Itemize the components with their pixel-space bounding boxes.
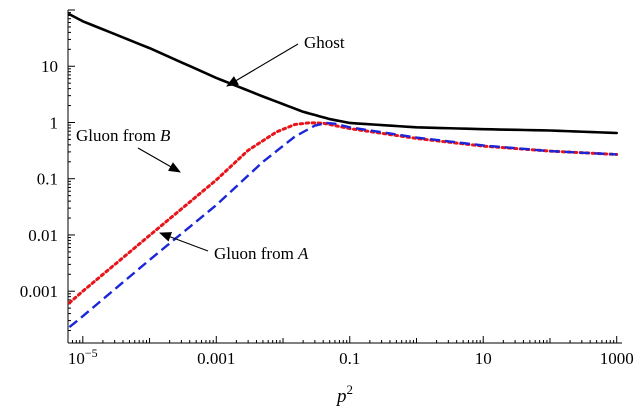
- annotation-arrow: [226, 43, 299, 87]
- series-line-gluon-from-b: [67, 121, 619, 305]
- x-tick-label: 0.001: [197, 349, 235, 368]
- x-tick-label: 10: [475, 349, 492, 368]
- annotation-arrow: [137, 147, 181, 173]
- x-tick-label: 0.1: [339, 349, 360, 368]
- x-tick-label: 1000: [600, 349, 634, 368]
- annotation-arrow: [159, 232, 209, 252]
- series-line-ghost: [68, 12, 619, 135]
- y-tick-label: 10: [41, 57, 58, 76]
- x-axis-title: p2: [335, 382, 353, 407]
- y-tick-label: 0.1: [37, 170, 58, 189]
- series-line-gluon-from-a: [68, 121, 617, 329]
- y-tick-label: 0.01: [28, 226, 58, 245]
- annotation-label: Ghost: [304, 33, 345, 52]
- annotation-label: Gluon from A: [214, 244, 309, 263]
- annotation-label: Gluon from B: [76, 126, 171, 145]
- y-tick-label: 1: [50, 113, 59, 132]
- x-tick-label: 10−5: [68, 346, 98, 368]
- y-tick-label: 0.001: [20, 282, 58, 301]
